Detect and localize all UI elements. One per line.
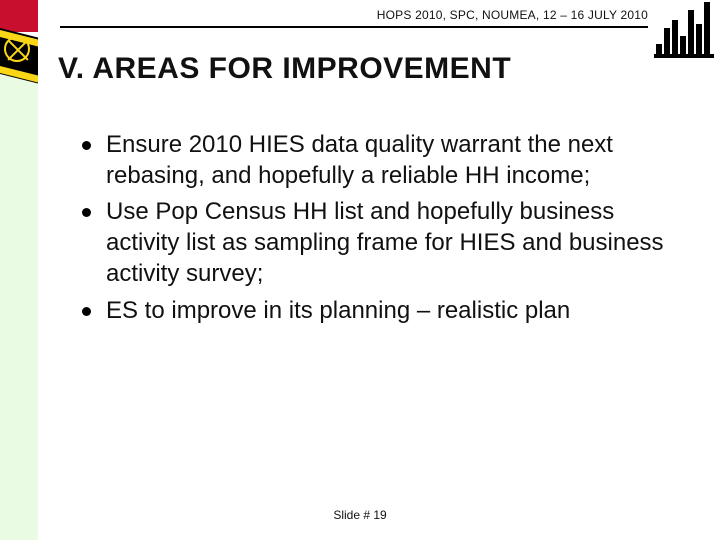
flag-red (0, 0, 38, 32)
header-rule (60, 26, 648, 28)
barchart-bar (664, 28, 670, 54)
barchart-bar (688, 10, 694, 54)
barchart-bar (672, 20, 678, 54)
header-text: HOPS 2010, SPC, NOUMEA, 12 – 16 JULY 201… (60, 8, 648, 22)
flag-strip (0, 0, 38, 540)
barchart-bar (696, 24, 702, 54)
bullet-item: Use Pop Census HH list and hopefully bus… (78, 197, 682, 289)
barchart-bar (704, 2, 710, 54)
flag-emblem-icon (4, 36, 30, 62)
bullet-list: Ensure 2010 HIES data quality warrant th… (78, 130, 682, 326)
flag-green (0, 76, 38, 540)
slide-title: V. AREAS FOR IMPROVEMENT (58, 52, 690, 86)
slide-footer: Slide # 19 (0, 508, 720, 522)
slide-body: Ensure 2010 HIES data quality warrant th… (78, 130, 682, 332)
slide: HOPS 2010, SPC, NOUMEA, 12 – 16 JULY 201… (0, 0, 720, 540)
bullet-item: ES to improve in its planning – realisti… (78, 296, 682, 327)
bullet-item: Ensure 2010 HIES data quality warrant th… (78, 130, 682, 191)
